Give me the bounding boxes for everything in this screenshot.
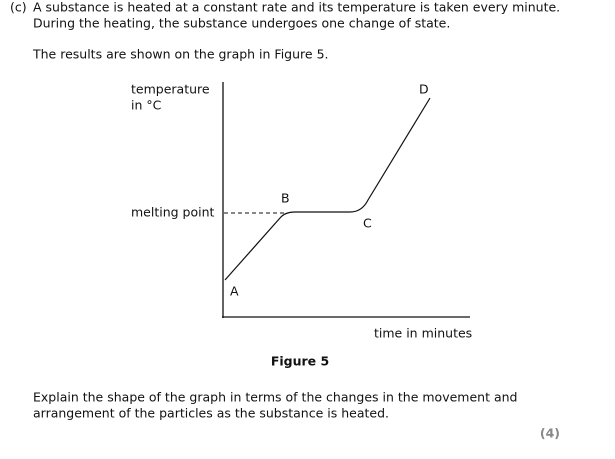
task-text: Explain the shape of the graph in terms … — [33, 390, 517, 405]
y-axis-label: temperature — [131, 82, 210, 97]
point-label: A — [230, 284, 239, 299]
question-label: (c) — [10, 0, 27, 15]
graph: temperature in °C melting point A B C D … — [131, 82, 472, 341]
point-label: D — [419, 82, 429, 97]
x-axis-label: time in minutes — [374, 326, 472, 341]
marks: (4) — [540, 426, 560, 441]
question-intro: The results are shown on the graph in Fi… — [32, 47, 329, 62]
heating-curve — [224, 97, 431, 281]
melting-point-label: melting point — [131, 205, 215, 220]
task-text: arrangement of the particles as the subs… — [33, 406, 389, 421]
point-label: C — [363, 216, 372, 231]
y-axis-label: in °C — [131, 98, 162, 113]
point-label: B — [281, 191, 290, 206]
question-text: During the heating, the substance underg… — [33, 16, 450, 31]
figure-caption: Figure 5 — [271, 354, 329, 369]
question-text: A substance is heated at a constant rate… — [33, 0, 560, 15]
